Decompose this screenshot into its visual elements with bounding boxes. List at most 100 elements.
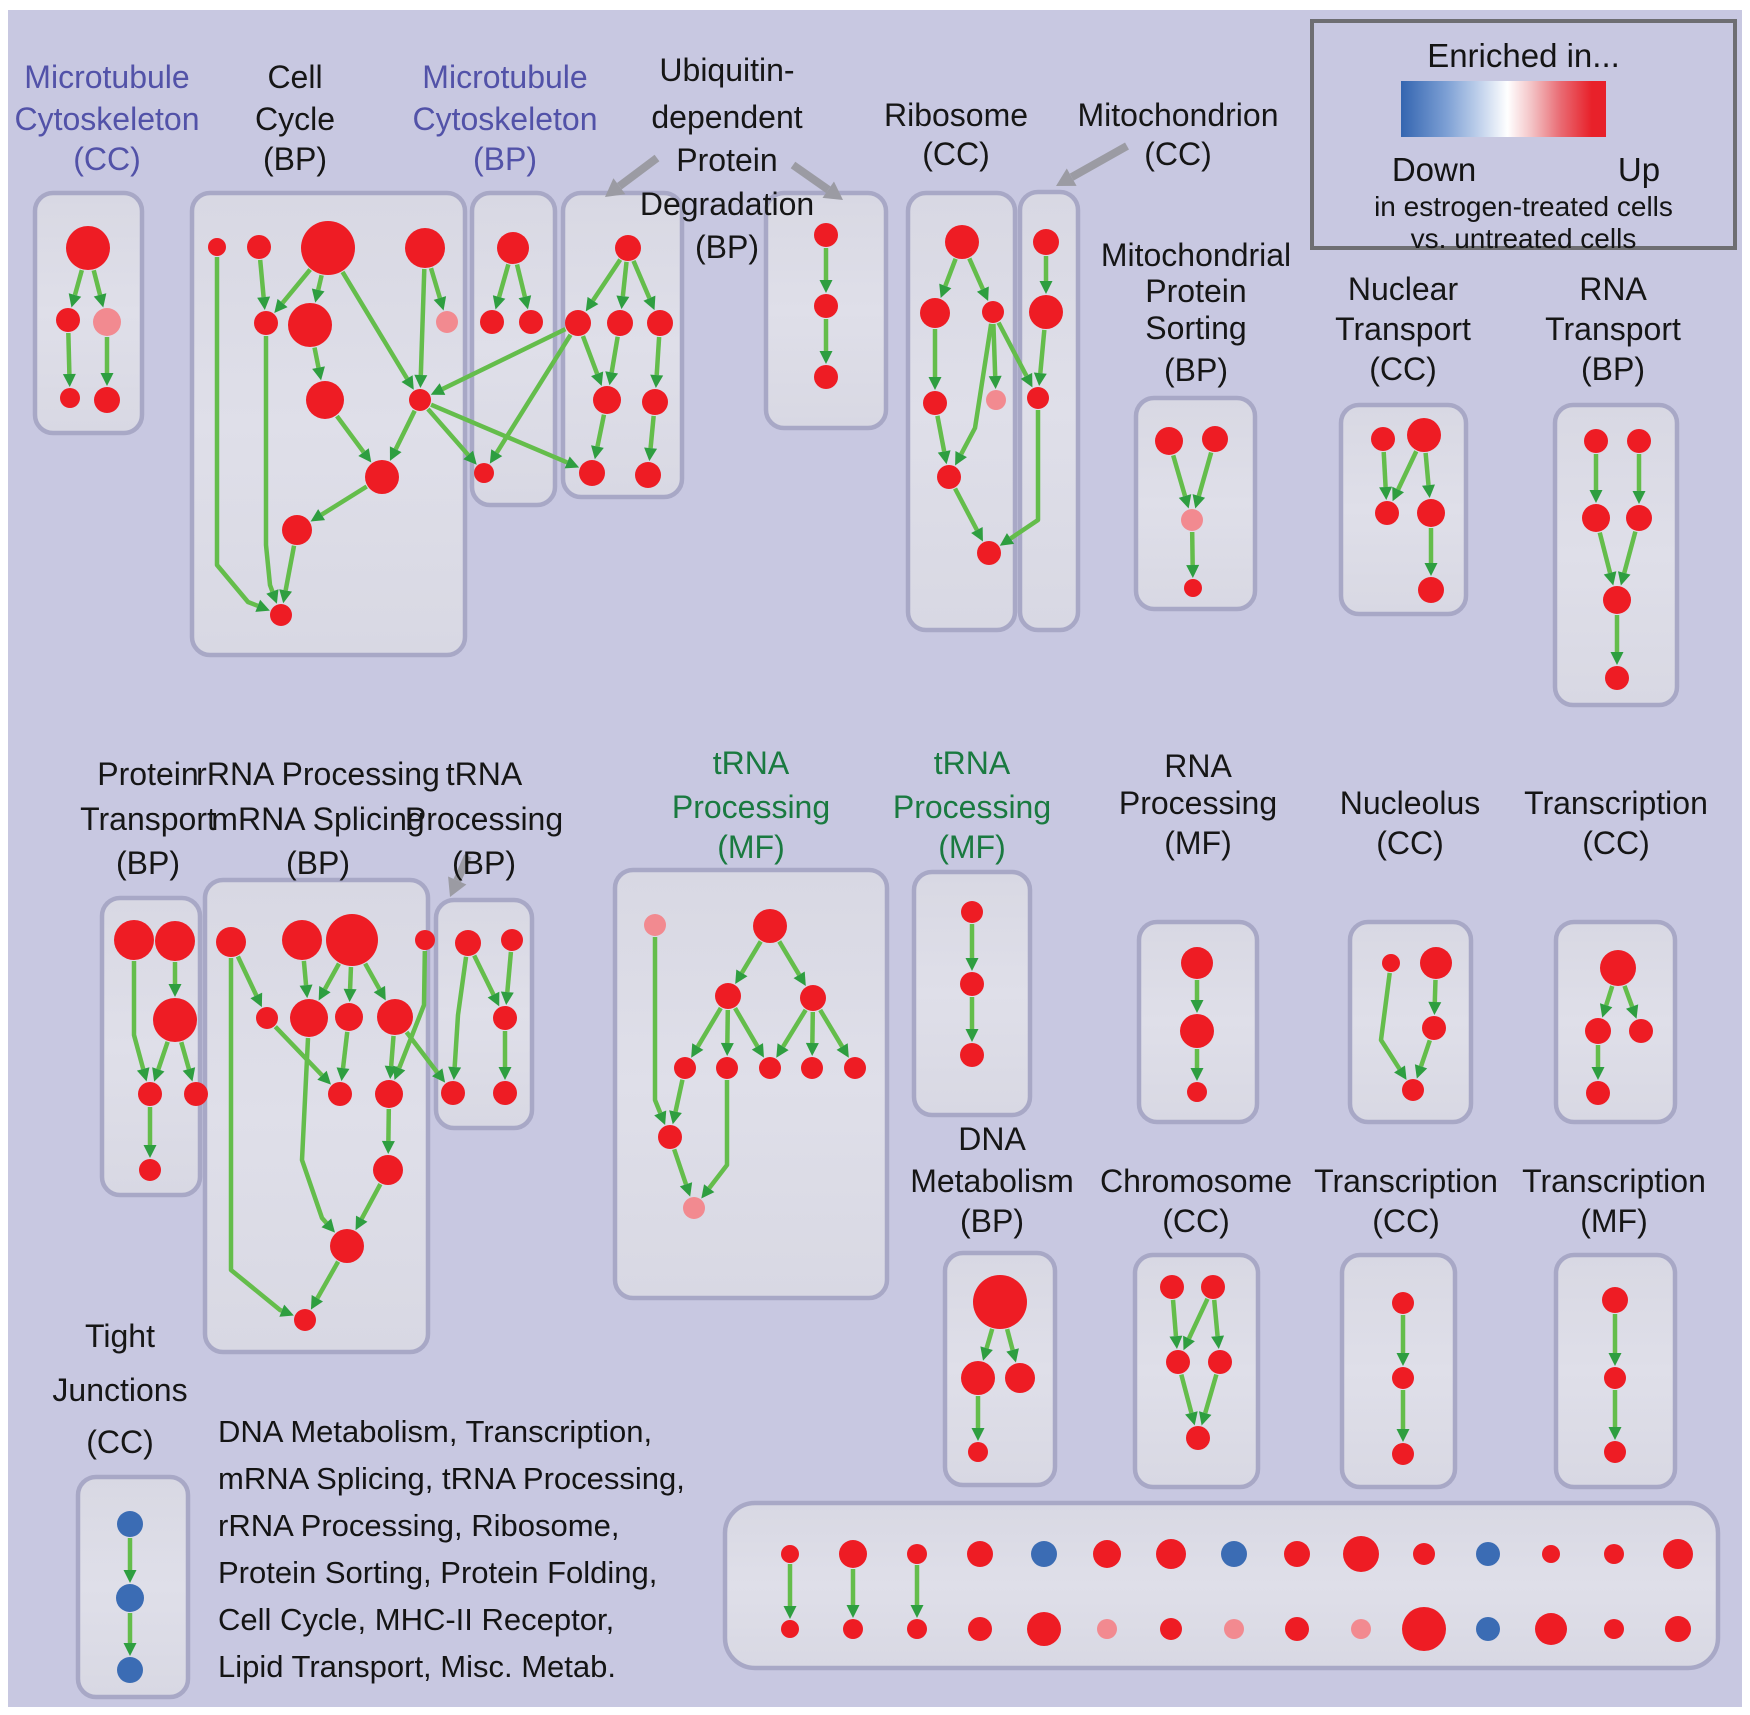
edge-cell-cycle-bp bbox=[280, 268, 312, 305]
edge-rna-processing-mf-arrowhead bbox=[1190, 1068, 1204, 1081]
edge-trna-processing-mf-large bbox=[818, 1008, 845, 1048]
edge-mitochondrial-protein-sorting-bp bbox=[1171, 454, 1188, 497]
protein-transport-bp-label-line: Transport bbox=[80, 801, 216, 837]
mitochondrial-protein-sorting-bp-label-line: Sorting bbox=[1145, 310, 1246, 346]
edge-transcription-cc-row3-arrowhead bbox=[1396, 1353, 1410, 1366]
cluster-box-microtubule-cytoskeleton-cc bbox=[32, 190, 145, 436]
cluster-box-transcription-cc-row2 bbox=[1553, 919, 1678, 1125]
edge-nucleolus-cc-arrowhead bbox=[1428, 1001, 1442, 1016]
legend-title: Enriched in... bbox=[1427, 37, 1620, 74]
transcription-cc-row3-label-line: (CC) bbox=[1372, 1203, 1440, 1239]
edge-trna-processing-mf-large bbox=[781, 1008, 808, 1048]
edge-rrna-processing-mrna-splicing-bp bbox=[235, 955, 259, 997]
cross-edge-0 bbox=[426, 407, 470, 457]
go-term-node-strip-top-13 bbox=[1604, 1544, 1624, 1564]
edge-ubiquitin-dependent-protein-degradation-bp bbox=[654, 336, 662, 376]
edge-chromosome-cc-arrowhead bbox=[1211, 1335, 1225, 1350]
layer-labels: Microtubule Cytoskeleton (CC) Cell Cycle (BP)… bbox=[15, 52, 1708, 1460]
ribosome-cc-label-line: (CC) bbox=[922, 136, 990, 172]
edge-trna-processing-mf-large-arrowhead bbox=[793, 971, 806, 986]
edge-trna-processing-bp bbox=[505, 951, 514, 993]
tight-junctions-cc-label-line: (CC) bbox=[86, 1424, 154, 1460]
edge-rrna-processing-mrna-splicing-bp-arrowhead bbox=[250, 992, 263, 1008]
edge-trna-processing-bp-arrowhead bbox=[498, 1067, 512, 1080]
go-term-node-nuclear-transport-cc-4 bbox=[1418, 577, 1444, 603]
go-term-node-nucleolus-cc-2 bbox=[1422, 1016, 1446, 1040]
trna-processing-bp-label-line: tRNA bbox=[446, 756, 523, 792]
trna-processing-mf-small-label-line: tRNA bbox=[934, 745, 1011, 781]
go-term-node-strip-bottom-9 bbox=[1351, 1619, 1371, 1639]
go-term-node-tight-junctions-cc-0 bbox=[117, 1511, 143, 1537]
edge-cell-cycle-bp-arrowhead bbox=[312, 366, 325, 381]
go-term-node-trna-processing-bp-1 bbox=[501, 929, 523, 951]
edge-cell-cycle-bp-arrowhead bbox=[310, 509, 326, 522]
go-term-node-protein-transport-bp-3 bbox=[138, 1082, 162, 1106]
mitochondrial-protein-sorting-bp-label-line: (BP) bbox=[1164, 352, 1228, 388]
protein-transport-bp-label-line: (BP) bbox=[116, 845, 180, 881]
edge-cell-cycle-bp-arrowhead bbox=[414, 374, 428, 389]
go-term-node-cell-cycle-bp-5 bbox=[288, 303, 332, 347]
go-term-node-ribosome-cc-2 bbox=[982, 301, 1004, 323]
edge-mitochondrion-cc bbox=[1038, 329, 1047, 374]
cross-edge-4-arrowhead bbox=[432, 1068, 446, 1083]
rrna-processing-mrna-splicing-bp-label-line: (BP) bbox=[286, 845, 350, 881]
edge-mixed-terms-strip-col2-arrowhead bbox=[910, 1605, 924, 1618]
transcription-mf-label-line: (MF) bbox=[1580, 1203, 1648, 1239]
footnote-line-6: Lipid Transport, Misc. Metab. bbox=[218, 1649, 616, 1684]
go-term-node-chromosome-cc-0 bbox=[1160, 1275, 1184, 1299]
edge-trna-processing-mf-large-arrowhead bbox=[669, 1110, 682, 1125]
go-term-node-transcription-cc-row2-1 bbox=[1585, 1018, 1611, 1044]
edge-rrna-processing-mrna-splicing-bp bbox=[388, 1035, 396, 1067]
nuclear-transport-cc-label-line: Transport bbox=[1335, 311, 1471, 347]
edge-mitochondrial-protein-sorting-bp-arrowhead bbox=[1186, 564, 1200, 579]
go-term-node-ribosome-cc-1 bbox=[920, 298, 950, 328]
edge-microtubule-cytoskeleton-cc-arrowhead bbox=[100, 373, 114, 386]
edge-protein-transport-bp bbox=[131, 961, 146, 1070]
edge-cell-cycle-bp bbox=[312, 347, 321, 369]
protein-transport-bp-label-line: Protein bbox=[97, 756, 198, 792]
edge-protein-transport-bp-arrowhead bbox=[136, 1067, 150, 1082]
edge-trna-processing-mf-large-arrowhead bbox=[836, 1043, 849, 1058]
edge-chromosome-cc-arrowhead bbox=[1183, 1335, 1195, 1351]
ubiquitin-right-pointer-arrowhead bbox=[822, 181, 843, 200]
edge-trna-processing-mf-large-arrowhead bbox=[720, 1042, 734, 1057]
edge-cell-cycle-bp bbox=[257, 259, 266, 298]
edge-ribosome-cc-arrowhead bbox=[937, 450, 951, 465]
go-term-node-cell-cycle-bp-2 bbox=[301, 221, 355, 275]
edge-trna-processing-mf-large bbox=[695, 1006, 723, 1048]
layer-edges bbox=[62, 142, 1646, 1656]
edge-mixed-terms-strip-col0-arrowhead bbox=[783, 1606, 797, 1619]
edge-nucleolus-cc-arrowhead bbox=[1394, 1065, 1407, 1080]
go-term-node-microtubule-cytoskeleton-cc-2 bbox=[93, 308, 121, 336]
edge-rrna-processing-mrna-splicing-bp-arrowhead bbox=[317, 1070, 331, 1085]
go-term-node-strip-bottom-1 bbox=[843, 1619, 863, 1639]
edge-chromosome-cc bbox=[1170, 1299, 1179, 1337]
cell-cycle-bp-label-line: Cycle bbox=[255, 101, 335, 137]
edge-dna-metabolism-bp-arrowhead bbox=[971, 1428, 985, 1441]
edge-trna-processing-mf-large bbox=[739, 940, 763, 975]
go-term-node-strip-top-1 bbox=[839, 1540, 867, 1568]
go-term-node-protein-transport-bp-5 bbox=[139, 1159, 161, 1181]
go-term-node-ubiquitin-dependent-protein-degradation-bp-7 bbox=[635, 462, 661, 488]
footnote-line-5: Cell Cycle, MHC-II Receptor, bbox=[218, 1602, 615, 1637]
go-term-node-strip-top-14 bbox=[1663, 1539, 1693, 1569]
dna-metabolism-bp-label-line: DNA bbox=[958, 1121, 1026, 1157]
edge-rrna-processing-mrna-splicing-bp-arrowhead bbox=[321, 1218, 336, 1233]
go-term-node-mitochondrial-protein-sorting-bp-1 bbox=[1202, 426, 1228, 452]
edge-trna-processing-mf-large-arrowhead bbox=[691, 1043, 704, 1058]
go-term-node-strip-bottom-10 bbox=[1402, 1607, 1446, 1651]
go-term-node-transcription-cc-row2-3 bbox=[1586, 1081, 1610, 1105]
edge-chromosome-cc-arrowhead bbox=[1169, 1335, 1183, 1350]
go-term-node-rna-transport-bp-2 bbox=[1582, 504, 1610, 532]
go-term-node-nucleolus-cc-1 bbox=[1420, 947, 1452, 979]
go-term-node-rrna-processing-mrna-splicing-bp-6 bbox=[335, 1003, 363, 1031]
go-term-node-ubiquitin-dependent-protein-degradation-bp-1 bbox=[565, 310, 591, 336]
cross-edge-6-arrowhead bbox=[999, 533, 1015, 546]
edge-protein-transport-bp bbox=[179, 1041, 192, 1070]
edge-trna-processing-mf-large-arrowhead bbox=[735, 969, 748, 984]
edge-chromosome-cc bbox=[1186, 1297, 1210, 1340]
edge-ubiquitin-dependent-protein-degradation-bp bbox=[631, 259, 652, 300]
cell-cycle-bp-label-line: Cell bbox=[267, 59, 322, 95]
go-term-node-tight-junctions-cc-2 bbox=[117, 1657, 143, 1683]
